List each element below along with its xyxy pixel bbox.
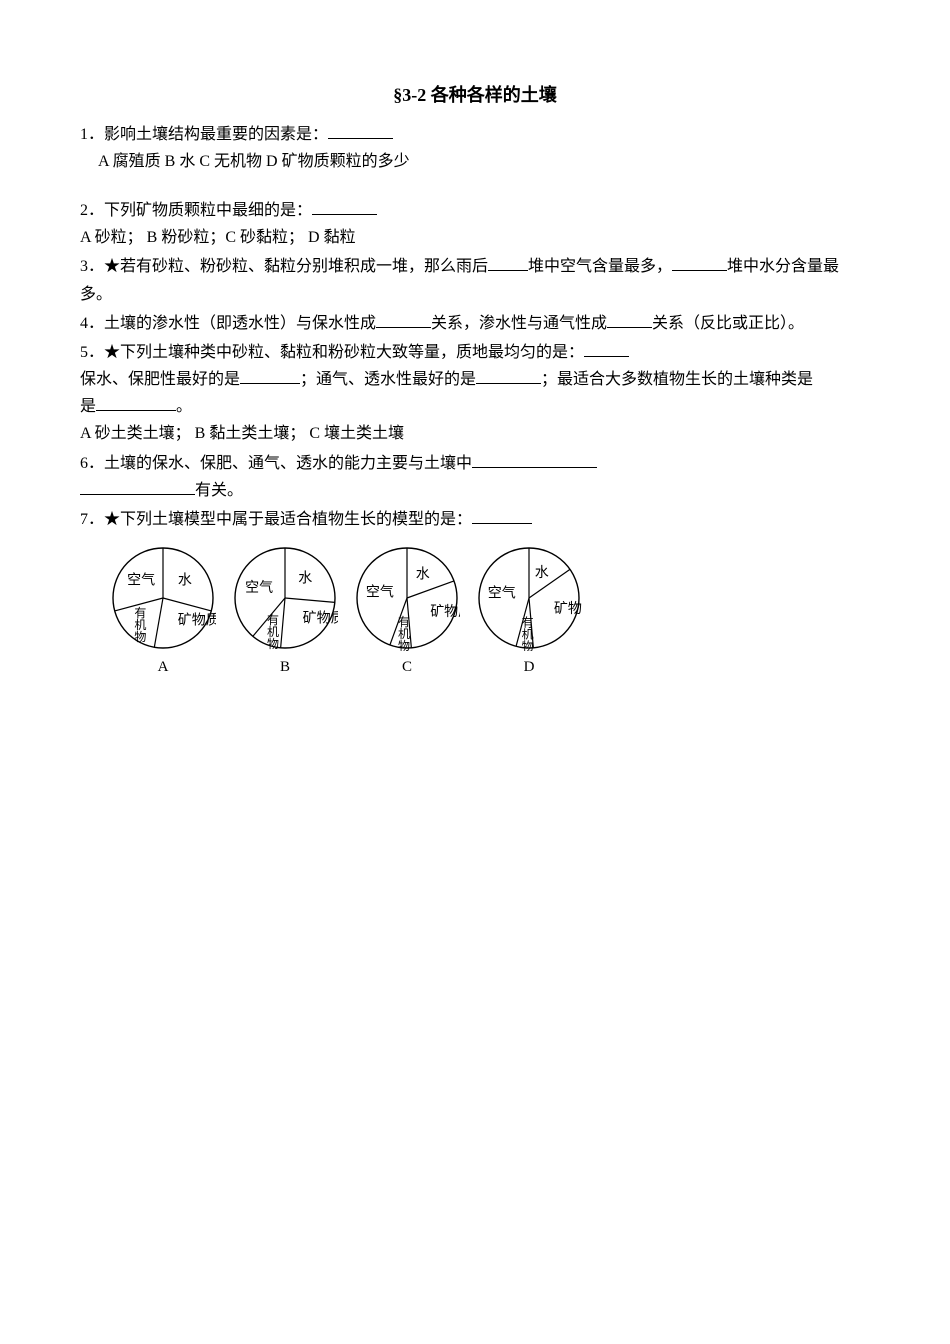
q5-blank4[interactable] xyxy=(96,410,176,411)
q1-blank[interactable] xyxy=(328,138,393,139)
svg-text:有机物: 有机物 xyxy=(133,606,147,642)
pie-model-D: 水 矿物质 有机物 空气 D xyxy=(476,545,582,681)
charts-row: 水 矿物质 有机物 空气 A 水 矿物质 有机物 空气 B 水 矿物质 有机物 … xyxy=(110,545,870,681)
q5-blank2[interactable] xyxy=(240,383,300,384)
q4-blank1[interactable] xyxy=(376,327,431,328)
pie-label: D xyxy=(524,655,535,681)
svg-text:水: 水 xyxy=(298,571,312,587)
q2-options: A 砂粒； B 粉砂粒；C 砂黏粒； D 黏粒 xyxy=(80,224,870,251)
question-7: 7．★下列土壤模型中属于最适合植物生长的模型的是： xyxy=(80,506,870,533)
q2-blank[interactable] xyxy=(312,214,377,215)
svg-text:空气: 空气 xyxy=(245,580,273,596)
q7-blank[interactable] xyxy=(472,523,532,524)
q6-post: 有关。 xyxy=(195,482,243,499)
svg-text:空气: 空气 xyxy=(127,573,155,589)
svg-text:水: 水 xyxy=(416,567,430,583)
q3-mid: 堆中空气含量最多， xyxy=(528,258,672,275)
svg-text:空气: 空气 xyxy=(366,585,394,601)
q5-line2pre: 保水、保肥性最好的是 xyxy=(80,371,240,388)
pie-model-B: 水 矿物质 有机物 空气 B xyxy=(232,545,338,681)
q5-line2mid: ；通气、透水性最好的是 xyxy=(300,371,476,388)
question-6: 6．土壤的保水、保肥、通气、透水的能力主要与土壤中 xyxy=(80,450,870,477)
svg-text:矿物质: 矿物质 xyxy=(178,613,216,629)
q5-line3pre: 是 xyxy=(80,398,96,415)
q5-line2post: ；最适合大多数植物生长的土壤种类是 xyxy=(541,371,813,388)
question-5: 5．★下列土壤种类中砂粒、黏粒和粉砂粒大致等量，质地最均匀的是： xyxy=(80,339,870,366)
q6-blank1[interactable] xyxy=(472,467,597,468)
q4-post: 关系（反比或正比）。 xyxy=(652,315,804,332)
svg-text:有机物: 有机物 xyxy=(520,616,534,652)
svg-text:有机物: 有机物 xyxy=(397,615,411,651)
question-2: 2．下列矿物质颗粒中最细的是： xyxy=(80,197,870,224)
svg-text:空气: 空气 xyxy=(488,586,516,602)
q6-pre: 6．土壤的保水、保肥、通气、透水的能力主要与土壤中 xyxy=(80,455,472,472)
q5-line1: 5．★下列土壤种类中砂粒、黏粒和粉砂粒大致等量，质地最均匀的是： xyxy=(80,344,584,361)
svg-text:水: 水 xyxy=(535,565,549,581)
question-4: 4．土壤的渗水性（即透水性）与保水性成 关系，渗水性与通气性成 关系（反比或正比）。 xyxy=(80,310,870,337)
q1-text: 1．影响土壤结构最重要的因素是： xyxy=(80,126,328,143)
q4-blank2[interactable] xyxy=(607,327,652,328)
pie-label: A xyxy=(158,655,169,681)
pie-label: C xyxy=(402,655,412,681)
q5-blank3[interactable] xyxy=(476,383,541,384)
q7-text: 7．★下列土壤模型中属于最适合植物生长的模型的是： xyxy=(80,511,472,528)
pie-label: B xyxy=(280,655,290,681)
q4-mid1: 关系，渗水性与通气性成 xyxy=(431,315,607,332)
pie-model-C: 水 矿物质 有机物 空气 C xyxy=(354,545,460,681)
question-1: 1．影响土壤结构最重要的因素是： xyxy=(80,121,870,148)
q5-blank1[interactable] xyxy=(584,356,629,357)
q2-text: 2．下列矿物质颗粒中最细的是： xyxy=(80,202,312,219)
q3-pre: 3．★若有砂粒、粉砂粒、黏粒分别堆积成一堆，那么雨后 xyxy=(80,258,488,275)
worksheet-title: §3-2 各种各样的土壤 xyxy=(80,80,870,111)
q4-pre: 4．土壤的渗水性（即透水性）与保水性成 xyxy=(80,315,376,332)
svg-text:矿物质: 矿物质 xyxy=(430,604,460,620)
q1-options: A 腐殖质 B 水 C 无机物 D 矿物质颗粒的多少 xyxy=(80,148,870,175)
q3-blank1[interactable] xyxy=(488,270,528,271)
svg-text:矿物质: 矿物质 xyxy=(554,601,582,617)
q5-options: A 砂土类土壤； B 黏土类土壤； C 壤土类土壤 xyxy=(80,420,870,447)
svg-text:水: 水 xyxy=(178,573,192,589)
svg-text:矿物质: 矿物质 xyxy=(303,611,338,627)
q3-blank2[interactable] xyxy=(672,270,727,271)
question-3: 3．★若有砂粒、粉砂粒、黏粒分别堆积成一堆，那么雨后堆中空气含量最多，堆中水分含… xyxy=(80,253,870,307)
pie-model-A: 水 矿物质 有机物 空气 A xyxy=(110,545,216,681)
q6-blank2[interactable] xyxy=(80,494,195,495)
question-5-line2: 保水、保肥性最好的是 ；通气、透水性最好的是 ；最适合大多数植物生长的土壤种类是 是… xyxy=(80,366,870,420)
q5-line3post: 。 xyxy=(176,398,192,415)
svg-text:有机物: 有机物 xyxy=(265,613,279,649)
question-6-line2: 有关。 xyxy=(80,477,870,504)
